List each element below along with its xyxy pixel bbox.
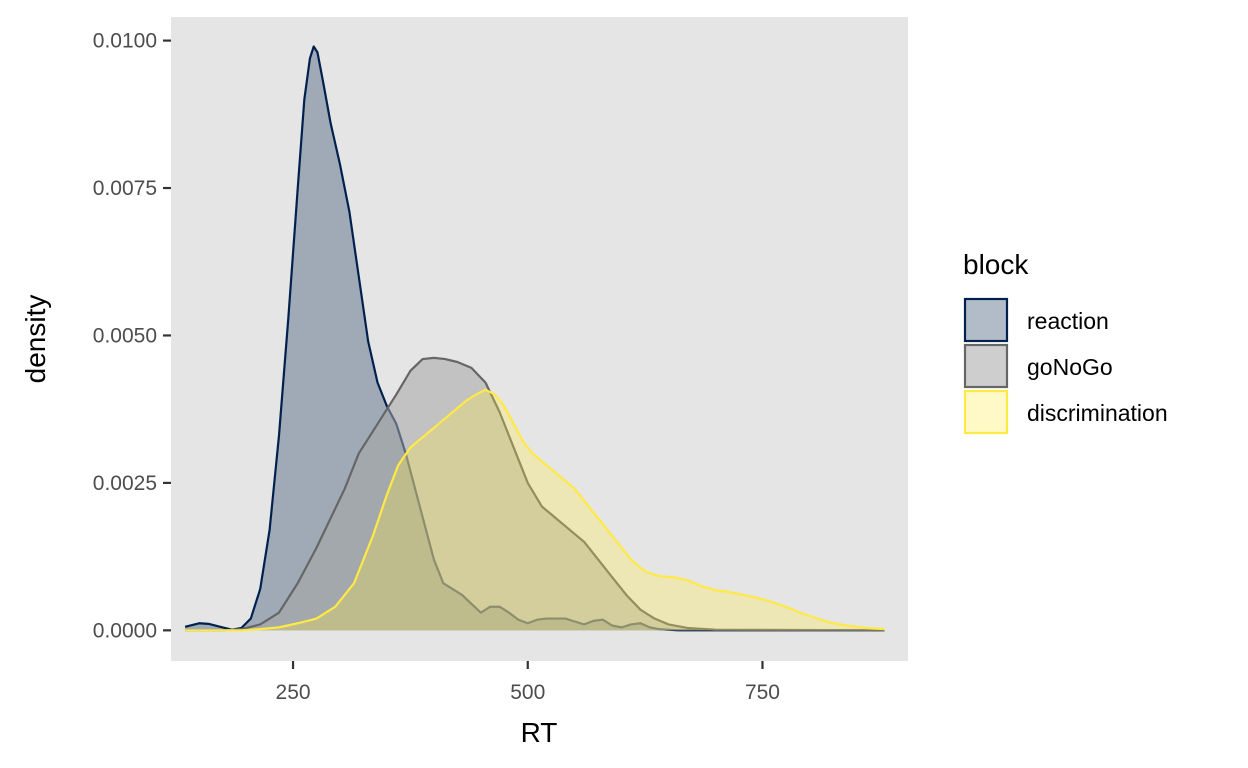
legend-swatch: [963, 343, 1009, 389]
y-axis: 0.0000 0.0025 0.0050 0.0075 0.0100: [93, 30, 171, 642]
legend-swatch: [963, 389, 1009, 435]
density-area-goNoGo: [185, 357, 885, 631]
legend-key-background: [964, 390, 1008, 434]
x-axis: 250 500 750: [276, 661, 780, 704]
y-axis-title: density: [20, 295, 51, 384]
legend-item-reaction: reaction: [963, 297, 1109, 343]
legend-item-discrimination: discrimination: [963, 389, 1168, 435]
y-tick-label: 0.0075: [93, 177, 157, 200]
legend-label: reaction: [1027, 308, 1109, 334]
legend-title: block: [963, 249, 1029, 280]
x-tick-label: 750: [745, 681, 780, 704]
series-layer: [184, 45, 885, 632]
y-tick-label: 0.0025: [93, 472, 157, 495]
y-tick-label: 0.0000: [93, 619, 157, 642]
y-tick-label: 0.0050: [93, 324, 157, 347]
x-tick-label: 500: [510, 681, 545, 704]
density-line-discrimination: [185, 388, 885, 632]
legend-key-background: [964, 298, 1008, 342]
y-tick-label: 0.0100: [93, 30, 157, 53]
density-line-goNoGo: [185, 356, 885, 632]
x-axis-title: RT: [521, 717, 558, 748]
legend-label: discrimination: [1027, 400, 1168, 426]
legend-swatch: [963, 297, 1009, 343]
legend-label: goNoGo: [1027, 354, 1113, 380]
x-tick-label: 250: [276, 681, 311, 704]
legend-item-goNoGo: goNoGo: [963, 343, 1113, 389]
legend: block reaction goNoGo discrimination: [963, 249, 1168, 435]
